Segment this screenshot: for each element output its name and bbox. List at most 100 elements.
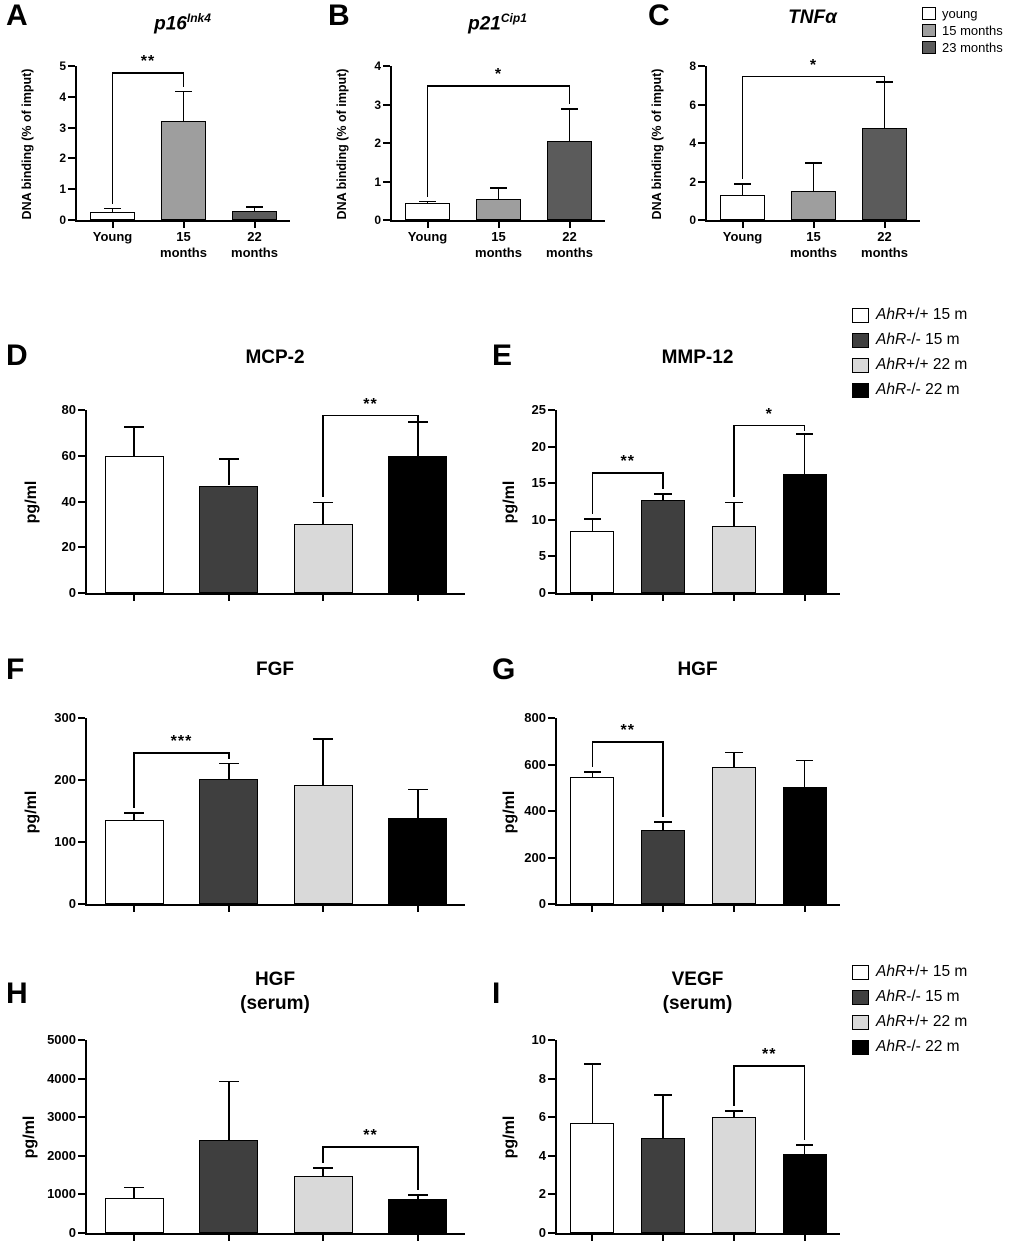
significance-bracket-leg <box>416 1146 419 1191</box>
y-tick <box>78 592 85 594</box>
x-tick <box>227 1235 230 1241</box>
error-bar-cap <box>804 162 823 164</box>
significance-bracket-leg <box>591 472 594 515</box>
bar-1 <box>720 194 765 220</box>
error-bar-cap <box>218 1080 239 1083</box>
y-tick-label: 4 <box>59 89 66 104</box>
bar-2 <box>641 1138 686 1233</box>
bar-4 <box>782 1153 827 1233</box>
y-tick-label: 200 <box>524 849 546 865</box>
bar-4 <box>782 473 827 593</box>
error-bar <box>253 206 256 211</box>
bar-3 <box>711 766 756 904</box>
bar-3 <box>232 210 277 220</box>
legend-item: 23 months <box>922 40 1003 55</box>
chart-title: FGF <box>256 659 294 680</box>
chart-title: MCP-2 <box>245 347 305 368</box>
y-tick-label: 3 <box>59 120 66 135</box>
y-tick <box>68 95 75 98</box>
y-tick-label: 300 <box>54 710 76 725</box>
panel-letter: D <box>6 339 28 372</box>
y-tick-label: 800 <box>524 710 546 725</box>
error-bar-cap <box>795 759 814 762</box>
x-tick <box>803 906 806 912</box>
plot-area: 0 1 2 3 4 5 Young 15 months 22 months ** <box>59 53 290 260</box>
bar-1 <box>405 202 450 220</box>
error-bar-cap <box>725 501 743 504</box>
y-tick <box>548 482 555 485</box>
x-tick <box>803 595 806 601</box>
y-tick-label: 20 <box>61 539 76 555</box>
x-tick <box>883 222 886 228</box>
y-tick <box>78 1116 85 1119</box>
error-bar-cap <box>654 493 672 496</box>
y-tick <box>548 903 555 905</box>
bar-4 <box>388 455 448 593</box>
y-tick <box>78 1077 85 1080</box>
significance-bracket-leg <box>741 75 744 180</box>
y-tick-label: 0 <box>538 1225 546 1240</box>
x-tick <box>732 595 735 601</box>
x-tick <box>732 906 735 912</box>
x-tick <box>227 906 230 912</box>
error-bar-cap <box>218 458 239 460</box>
legend-swatch <box>922 24 936 37</box>
error-bar-cap <box>313 501 334 504</box>
error-bar <box>227 458 230 486</box>
legend-label: AhR+/+ 15 m <box>876 306 968 323</box>
legend-label: young <box>942 6 978 21</box>
bar-3 <box>293 1175 353 1233</box>
y-tick <box>548 856 555 859</box>
significance-bracket-leg <box>662 741 664 818</box>
x-axis-category-label: 22 months <box>861 229 908 260</box>
y-tick-label: 0 <box>68 585 76 600</box>
error-bar-cap <box>407 788 428 791</box>
y-tick <box>548 445 555 448</box>
panel-H-hgf-serum: H HGF (serum) pg/ml 0 1000 2000 3000 4000 5000 ** <box>0 960 490 1251</box>
error-bar-cap <box>313 1167 334 1169</box>
y-tick <box>78 717 85 719</box>
x-tick <box>253 222 256 228</box>
x-tick <box>322 595 325 601</box>
bar-2 <box>641 500 686 593</box>
error-bar <box>416 421 419 456</box>
y-tick <box>68 157 75 160</box>
y-tick-label: 200 <box>54 772 76 787</box>
chart-title: VEGF (serum) <box>662 969 733 1014</box>
bar-2 <box>199 485 259 593</box>
chart-title: p16Ink4 <box>154 11 211 35</box>
legend-item: AhR+/+ 22 m <box>852 1013 967 1031</box>
error-bar <box>591 518 594 531</box>
panel-C-tnfa: C TNFα DNA binding (% of imput) 0 2 4 6 8 Young 1… <box>640 0 940 298</box>
x-tick <box>662 1235 665 1241</box>
significance-stars: ** <box>363 395 378 413</box>
bar-3 <box>862 127 907 220</box>
y-tick-label: 40 <box>61 493 76 509</box>
legend-swatch <box>852 332 869 348</box>
error-bar-cap <box>654 821 672 824</box>
significance-bracket-leg <box>662 472 664 490</box>
error-bar <box>591 771 594 778</box>
y-tick <box>548 763 555 766</box>
significance-bracket <box>323 414 418 417</box>
significance-stars: ** <box>140 53 156 71</box>
error-bar-cap <box>583 518 602 520</box>
x-tick <box>568 222 571 228</box>
significance-bracket <box>112 72 184 74</box>
panel-I-vegf-serum: I VEGF (serum) pg/ml 0 2 4 6 8 10 ** <box>490 960 855 1251</box>
y-tick <box>383 219 390 221</box>
error-bar-cap <box>583 1063 602 1065</box>
x-tick <box>322 1235 325 1241</box>
legend-swatch <box>852 382 869 398</box>
bar-1 <box>570 530 615 593</box>
error-bar <box>111 207 114 213</box>
y-tick <box>78 1193 85 1196</box>
error-bar <box>133 1186 136 1199</box>
bar-3 <box>711 525 756 593</box>
error-bar-cap <box>124 426 145 428</box>
legend-item: young <box>922 6 1003 21</box>
y-tick-label: 4 <box>538 1147 546 1163</box>
x-tick <box>591 595 594 601</box>
